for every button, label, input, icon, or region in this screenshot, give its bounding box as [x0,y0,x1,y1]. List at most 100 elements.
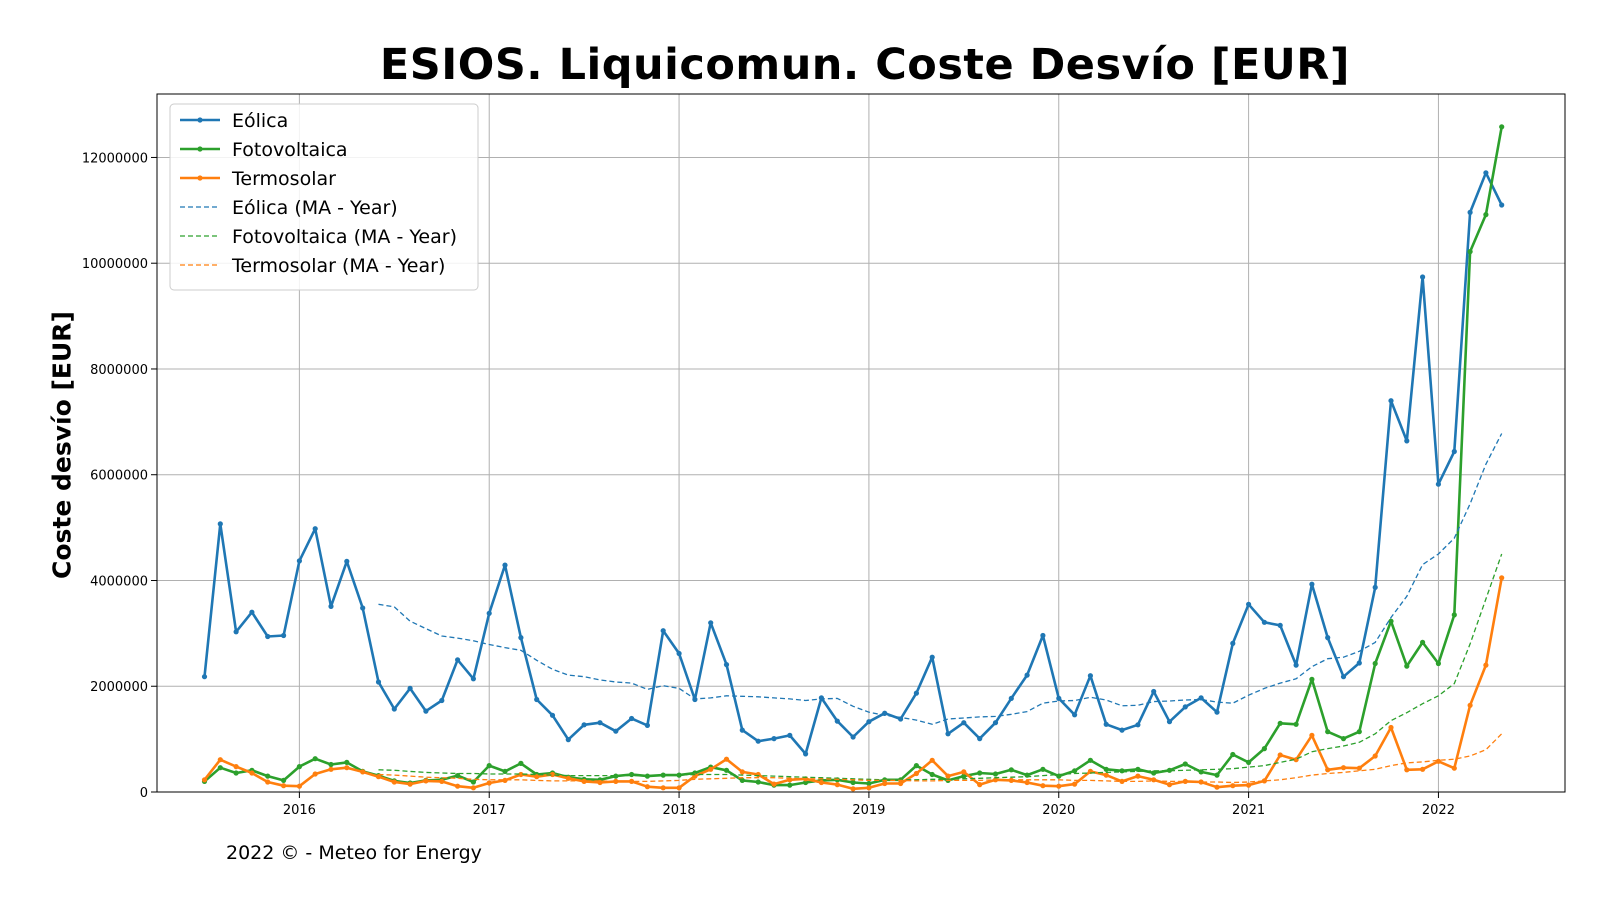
data-point [1246,782,1252,788]
data-point [1072,781,1078,787]
data-point [644,722,651,729]
data-point [1404,663,1410,669]
data-point [423,778,429,784]
data-point [992,771,999,777]
data-point [771,736,777,742]
data-point [850,786,856,792]
y-tick-label: 8000000 [90,363,148,378]
data-point [1467,209,1473,215]
data-point [439,697,445,704]
data-point [1103,766,1109,772]
data-point [1040,632,1046,639]
footer-credit: 2022 © - Meteo for Energy [226,842,482,864]
data-point [1309,676,1315,683]
data-point [217,765,223,771]
data-point [1309,732,1315,739]
data-point [1119,727,1125,733]
plot-frame [156,93,1566,793]
data-point [233,764,239,770]
data-point [1135,722,1141,728]
data-point [613,773,619,779]
data-point [1388,398,1394,404]
data-point [676,785,682,791]
data-point [518,771,524,778]
data-point [977,770,983,776]
data-point [1072,712,1078,718]
data-point [470,676,476,682]
data-point [1103,772,1109,778]
data-point [739,769,745,775]
data-point [549,771,556,778]
data-point [1435,758,1441,764]
data-point [1008,695,1014,702]
data-point [723,767,730,773]
data-point [977,736,983,742]
data-point [201,674,208,680]
data-point [803,751,809,757]
legend-entry: Eólica (MA - Year) [232,197,398,219]
data-point [660,785,666,791]
data-point [1499,202,1505,208]
data-point [739,727,745,733]
data-point [217,757,223,763]
data-point [755,738,761,744]
data-point [1356,729,1362,735]
x-tick-label: 2020 [1042,803,1075,818]
data-point [1151,770,1157,776]
data-point [486,763,492,769]
data-point [265,773,271,779]
data-point [312,756,318,762]
data-point [1467,249,1473,255]
data-point [945,773,951,779]
data-point [1277,752,1283,758]
data-point [1404,767,1410,773]
legend-marker [197,146,203,152]
data-point [233,629,239,635]
data-point [1135,766,1141,772]
data-point [1483,662,1489,668]
data-point [992,720,999,726]
data-point [597,720,603,726]
data-point [360,605,366,611]
data-point [1261,619,1267,625]
data-point [1024,779,1030,786]
y-tick-label: 2000000 [90,680,148,695]
data-point [281,777,287,784]
data-point [1372,660,1378,667]
data-point [1325,729,1331,735]
legend-entry: Fotovoltaica [232,139,348,161]
data-point [818,779,825,786]
data-point [1198,769,1204,775]
data-point [1483,170,1489,176]
data-point [344,765,350,771]
data-point [1499,575,1505,581]
data-point [249,609,255,615]
data-point [898,780,904,787]
data-point [581,778,587,785]
data-point [803,779,809,786]
data-point [502,777,508,784]
data-point [265,633,271,640]
data-point [1340,674,1347,680]
data-point [1166,767,1173,773]
data-point [1040,766,1046,772]
data-point [407,685,413,692]
data-point [1435,481,1441,487]
data-point [1435,660,1441,667]
data-point [834,718,840,724]
data-point [961,769,967,775]
legend-box [169,103,479,291]
data-point [1087,757,1093,763]
data-point [723,662,730,668]
data-point [344,759,350,766]
x-tick-label: 2018 [663,803,696,818]
data-point [708,620,714,626]
data-point [866,780,872,787]
data-point [708,766,714,772]
y-tick-label: 4000000 [90,574,148,589]
data-point [502,562,508,568]
data-point [834,782,840,788]
series-line-3 [378,433,1503,725]
data-point [913,763,920,769]
